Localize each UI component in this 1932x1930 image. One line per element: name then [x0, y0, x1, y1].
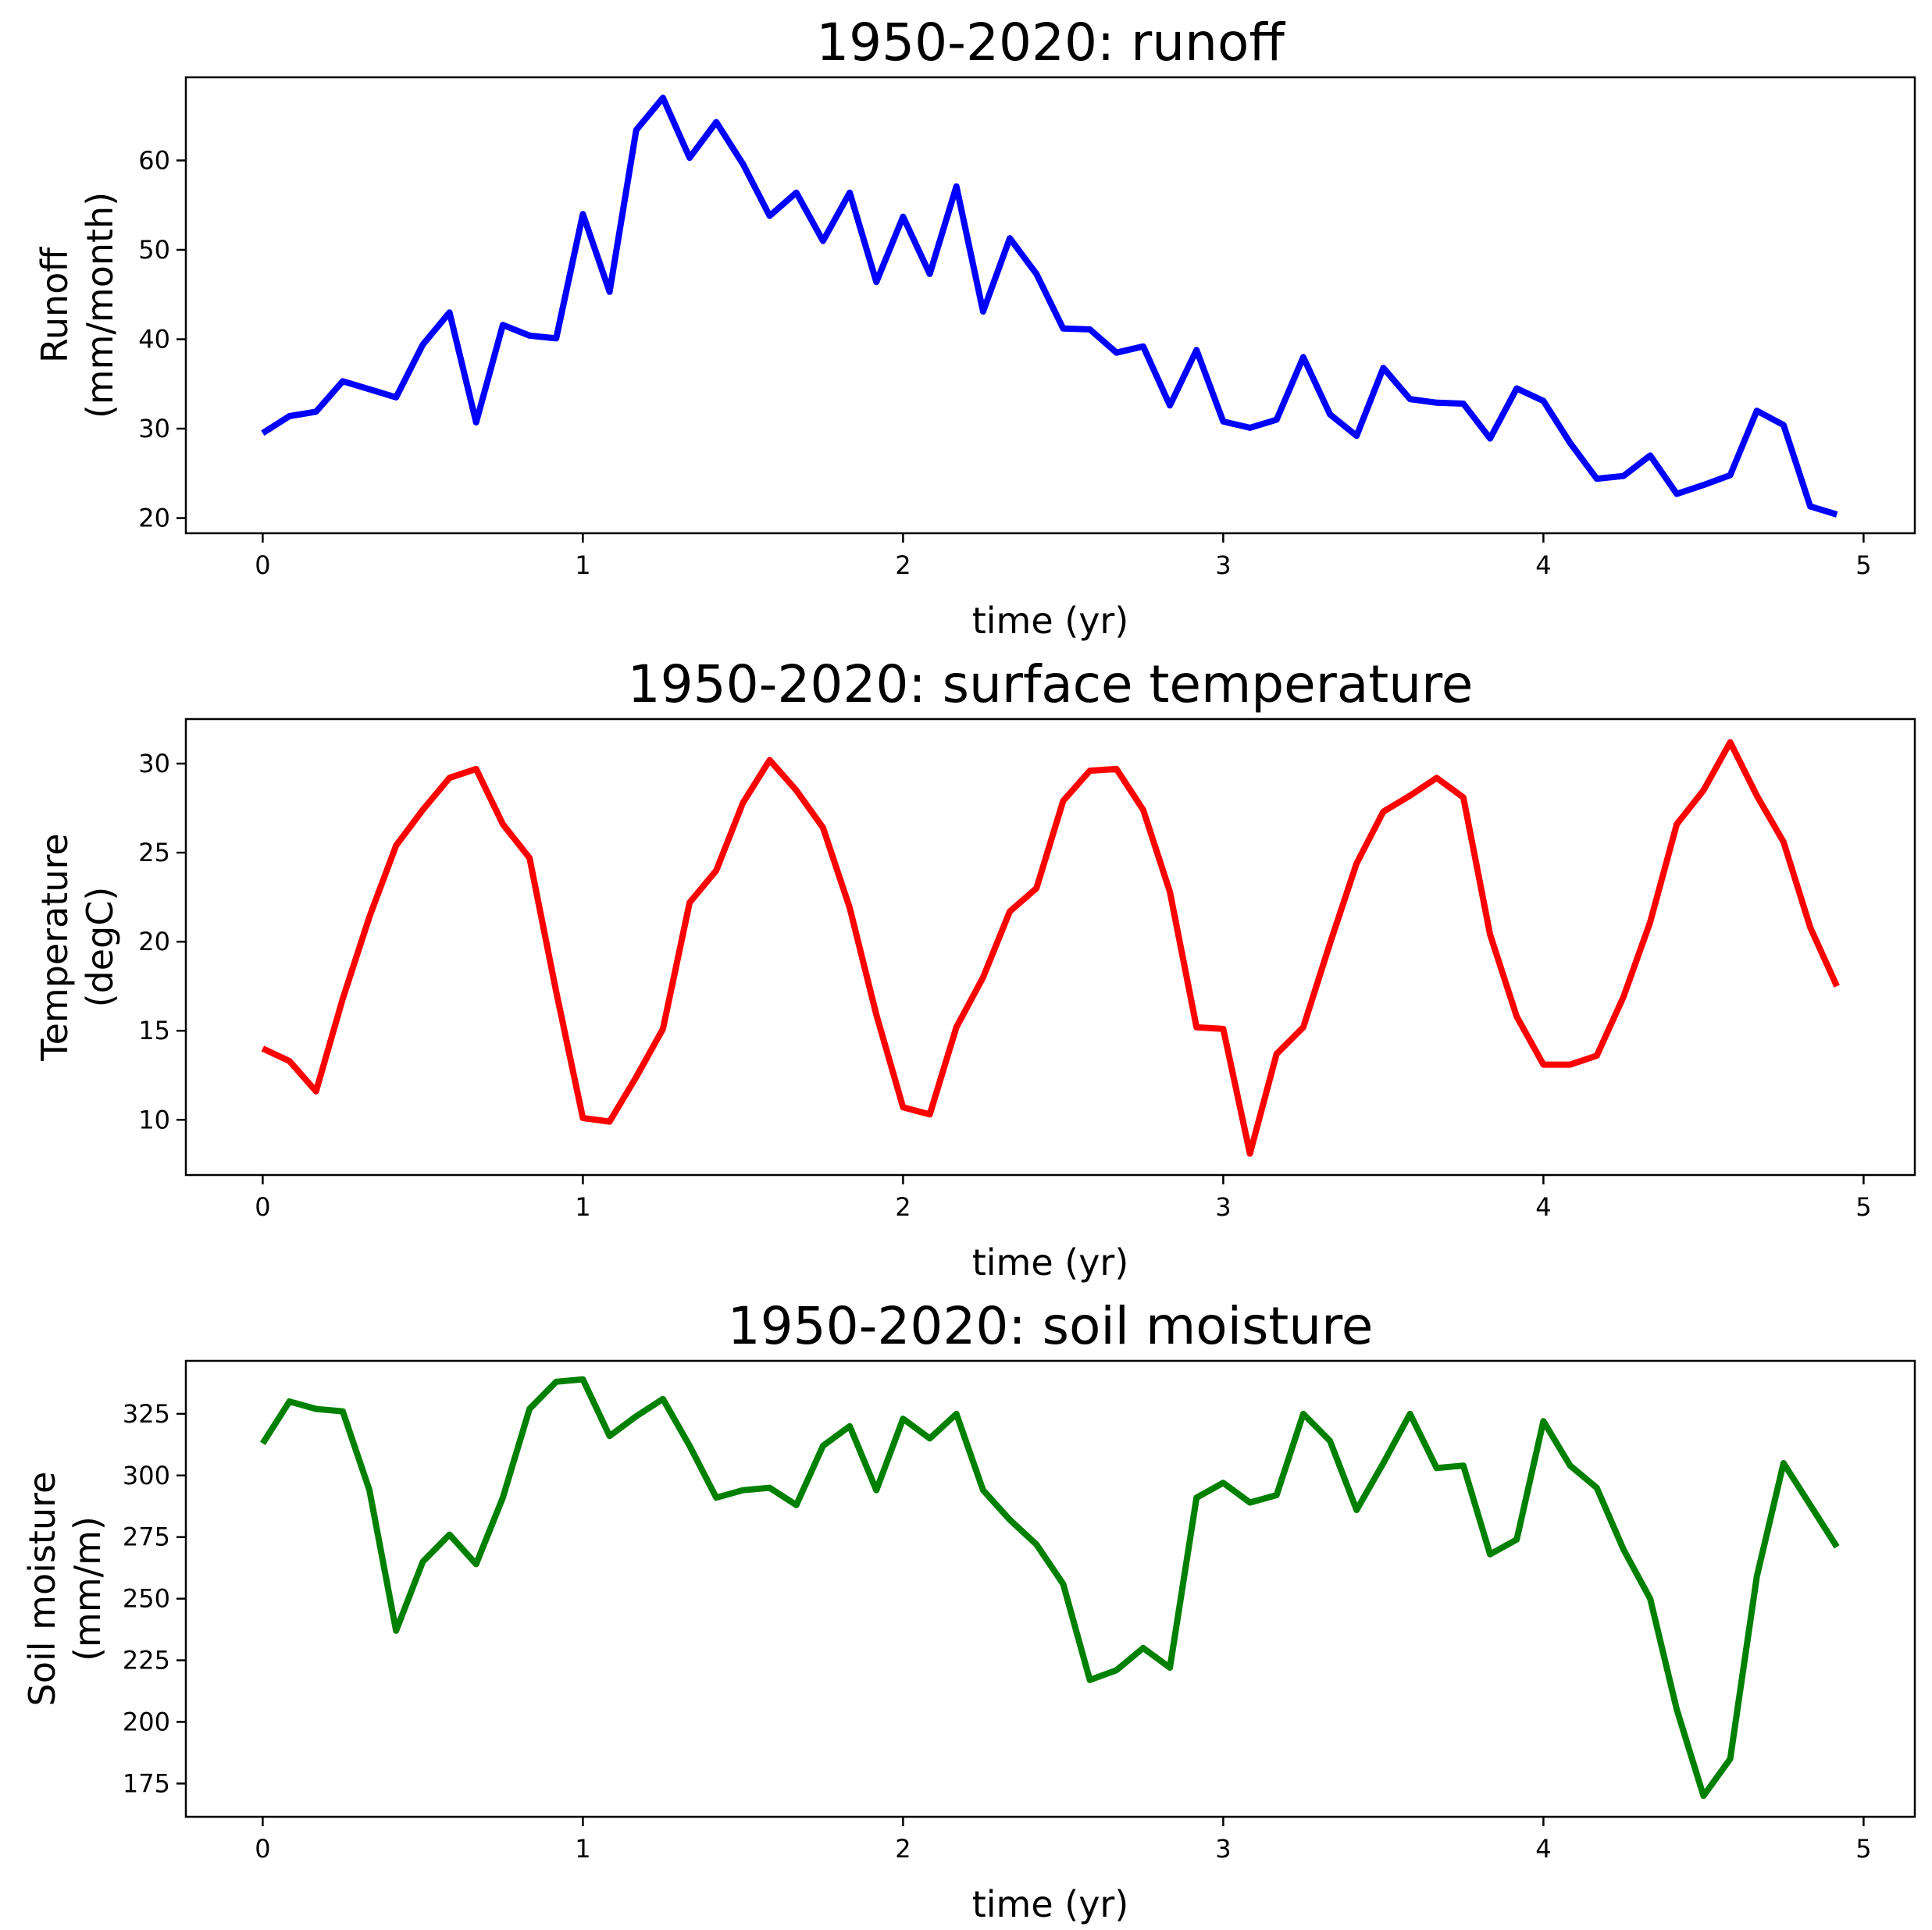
temperature-x-tick-label: 0 [255, 1192, 270, 1222]
runoff-x-tick-label: 5 [1855, 550, 1871, 580]
soil-moisture-x-tick-label: 0 [255, 1834, 270, 1864]
temperature-y-axis-label-line: Temperature [34, 833, 76, 1061]
temperature-x-tick-label: 1 [575, 1192, 590, 1222]
runoff-y-tick-label: 60 [138, 145, 170, 175]
soil-moisture-axes-frame [184, 1359, 1916, 1818]
runoff-y-axis-label-line: (mm/month) [79, 192, 121, 418]
runoff-x-tick-label: 3 [1215, 550, 1231, 580]
runoff-chart-title: 1950-2020: runoff [816, 12, 1285, 73]
runoff-y-tick-label: 30 [138, 414, 170, 443]
runoff-y-axis-label-line: Runoff [34, 247, 76, 363]
soil-moisture-x-tick-label: 2 [895, 1834, 911, 1864]
temperature-x-tick-label: 2 [895, 1192, 911, 1222]
soil-moisture-y-axis-label-line: Soil moisture [21, 1472, 63, 1707]
soil-moisture-x-axis-label: time (yr) [972, 1883, 1129, 1925]
temperature-y-axis-label: Temperature(degC) [34, 833, 121, 1061]
runoff-series-line [261, 94, 1838, 518]
panel-soil-moisture: 0 1 2 3 4 5 175 200 225 250 275 300 325 1950-2020: so… [21, 1296, 1916, 1925]
temperature-y-tick-label: 20 [138, 927, 170, 956]
temperature-y-tick-label: 30 [138, 749, 170, 778]
soil-moisture-y-axis-label-line: (mm/m) [66, 1516, 109, 1661]
soil-moisture-y-tick-label: 250 [123, 1584, 170, 1614]
soil-moisture-y-tick-label: 200 [123, 1707, 170, 1736]
runoff-x-tick-label: 0 [255, 550, 270, 580]
temperature-axes-frame [184, 718, 1916, 1177]
temperature-y-tick-label: 15 [138, 1016, 170, 1045]
runoff-y-axis-label: Runoff(mm/month) [34, 192, 121, 418]
runoff-x-tick-label: 1 [575, 550, 590, 580]
temperature-chart-title: 1950-2020: surface temperature [628, 654, 1474, 714]
temperature-y-tick-label: 10 [138, 1105, 170, 1134]
runoff-y-tick-label: 50 [138, 235, 170, 265]
temperature-y-tick-label: 25 [138, 838, 170, 867]
soil-moisture-y-tick-label: 175 [123, 1768, 170, 1798]
soil-moisture-x-tick-label: 5 [1855, 1834, 1871, 1864]
soil-moisture-x-tick-label: 4 [1535, 1834, 1551, 1864]
soil-moisture-y-axis-label: Soil moisture(mm/m) [21, 1472, 109, 1707]
temperature-x-tick-label: 4 [1535, 1192, 1551, 1222]
soil-moisture-x-tick-label: 1 [575, 1834, 590, 1864]
panel-temperature: 0 1 2 3 4 5 10 15 20 25 30 1950-2020: surface tempe… [34, 654, 1916, 1284]
soil-moisture-y-tick-label: 225 [123, 1646, 170, 1675]
temperature-x-axis-label: time (yr) [972, 1241, 1129, 1284]
soil-moisture-y-tick-label: 275 [123, 1522, 170, 1552]
runoff-x-axis-label: time (yr) [972, 600, 1129, 642]
temperature-x-tick-label: 3 [1215, 1192, 1231, 1222]
soil-moisture-series-line [260, 1376, 1840, 1800]
runoff-x-tick-label: 2 [895, 550, 911, 580]
runoff-y-tick-label: 20 [138, 504, 170, 533]
temperature-series-line [261, 739, 1840, 1157]
runoff-y-tick-label: 40 [138, 325, 170, 354]
runoff-axes-frame [184, 76, 1916, 535]
panel-runoff: 0 1 2 3 4 5 20 30 40 50 60 1950-2020: runoff time (y… [34, 12, 1916, 642]
temperature-y-axis-label-line: (degC) [79, 887, 121, 1008]
soil-moisture-y-tick-label: 300 [123, 1461, 170, 1490]
soil-moisture-y-tick-label: 325 [123, 1399, 170, 1429]
soil-moisture-x-tick-label: 3 [1215, 1834, 1231, 1864]
runoff-x-tick-label: 4 [1535, 550, 1551, 580]
temperature-x-tick-label: 5 [1855, 1192, 1871, 1222]
soil-moisture-chart-title: 1950-2020: soil moisture [728, 1296, 1374, 1356]
